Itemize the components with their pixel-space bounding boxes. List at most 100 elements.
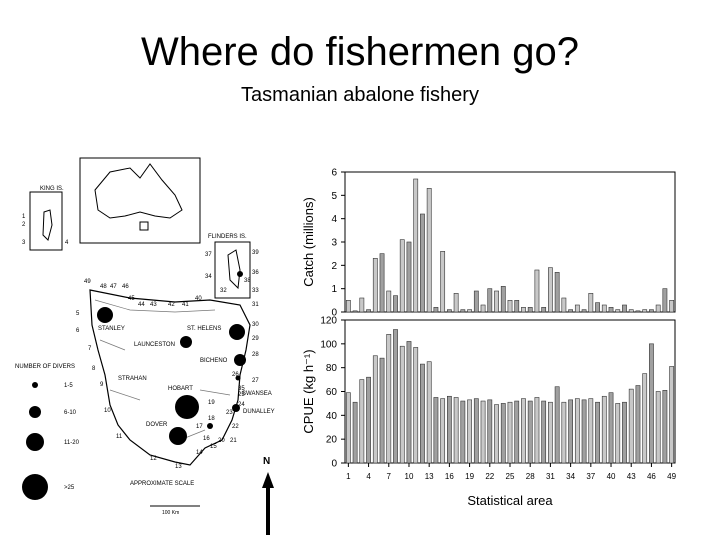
y-tick-label: 6 [331,168,337,179]
flinders-island-outline [227,249,241,290]
area-number: 20 [218,438,225,444]
x-tick-label: 40 [607,472,616,481]
area-number: 47 [110,284,117,290]
bar-area-4 [366,376,371,464]
bar-area-25 [507,300,513,313]
area-number: 1 [22,214,26,220]
bar-area-5 [372,355,378,464]
bar-area-30 [541,307,547,313]
bar-area-7 [386,290,392,313]
area-number: 13 [175,464,182,470]
y-tick-label: 5 [331,191,337,202]
tasmania-map: KING IS. 1 2 3 4 FLINDERS IS. 39 36 33 3… [15,157,275,535]
bar-area-2 [352,310,358,313]
bar-area-33 [561,401,567,464]
king-island-label: KING IS. [40,186,64,192]
bar-area-36 [581,309,587,313]
bar-area-23 [494,404,499,464]
diver-marker [234,354,246,366]
bar-area-12 [420,213,425,313]
area-number: 10 [104,408,111,414]
bar-area-31 [548,401,553,464]
area-number: 28 [252,352,259,358]
bar-area-28 [527,400,533,464]
y-tick-label: 100 [320,339,337,350]
bar-area-44 [635,385,641,464]
area-boundaries [94,299,231,441]
x-tick-label: 16 [445,472,454,481]
bar-area-10 [406,341,412,464]
north-label: N [263,456,270,467]
x-tick-label: 13 [425,472,434,481]
tasmania-outline [89,289,251,466]
bar-area-21 [480,400,486,464]
bar-area-24 [500,403,506,464]
y-tick-label: 3 [331,238,337,249]
x-tick-label: 49 [667,472,676,481]
town-label-launceston: LAUNCESTON [134,342,175,348]
area-number: 41 [182,302,189,308]
australia-outline [94,163,183,219]
bar-area-42 [622,401,627,464]
bar-area-7 [386,334,392,464]
y-tick-label: 0 [331,459,337,470]
town-label-st-helens: ST. HELENS [187,326,221,332]
area-number: 26 [232,372,239,378]
king-island-inset [29,191,63,251]
bar-area-29 [534,397,540,464]
area-number: 40 [195,296,202,302]
town-label-strahan: STRAHAN [118,376,147,382]
area-number: 2 [22,222,26,228]
area-number: 29 [252,336,259,342]
bar-area-22 [487,288,493,313]
area-number: 36 [252,270,259,276]
bar-area-43 [628,309,634,313]
diver-marker [232,404,240,412]
bar-area-39 [601,395,607,464]
legend-marker-11-20 [26,433,44,451]
bar-area-40 [608,307,614,313]
bar-area-22 [487,399,493,464]
area-number: 46 [122,284,129,290]
area-number: 24 [238,402,245,408]
bar-area-45 [642,373,648,464]
x-tick-label: 1 [346,472,351,481]
catch-plot-frame [344,171,676,313]
bar-area-13 [426,361,432,464]
bar-area-12 [420,363,425,464]
legend-label: 6-10 [64,410,77,416]
diver-marker [175,395,199,419]
bar-area-17 [453,397,459,464]
legend-marker-1-5 [32,382,38,388]
area-number: 42 [168,302,175,308]
x-tick-label: 22 [485,472,494,481]
legend-title: NUMBER OF DIVERS [15,364,75,370]
area-number: 3 [22,240,26,246]
bar-area-1 [345,392,351,464]
bar-area-8 [393,329,398,464]
bar-area-37 [588,293,594,313]
legend-label: 1-5 [64,383,73,389]
area-number: 16 [203,436,210,442]
x-tick-label: 10 [405,472,414,481]
catch-chart: 0 1 2 3 4 5 6 Catch (millions) [301,168,676,319]
area-number: 32 [220,288,227,294]
bar-area-16 [447,309,452,313]
bar-area-47 [655,391,661,464]
diver-marker [180,336,192,348]
area-number: 48 [100,284,107,290]
bar-area-11 [413,178,419,313]
area-number: 33 [252,288,259,294]
bar-area-48 [662,288,668,313]
bar-area-27 [521,307,526,313]
bar-area-15 [440,251,446,313]
area-number: 14 [196,450,203,456]
bar-area-34 [568,399,573,464]
y-tick-label: 1 [331,284,337,295]
legend-marker-6-10 [29,406,41,418]
bar-area-25 [507,401,513,464]
bar-area-49 [669,366,675,464]
bar-area-24 [500,286,506,313]
page-title: Where do fishermen go? [140,30,579,74]
